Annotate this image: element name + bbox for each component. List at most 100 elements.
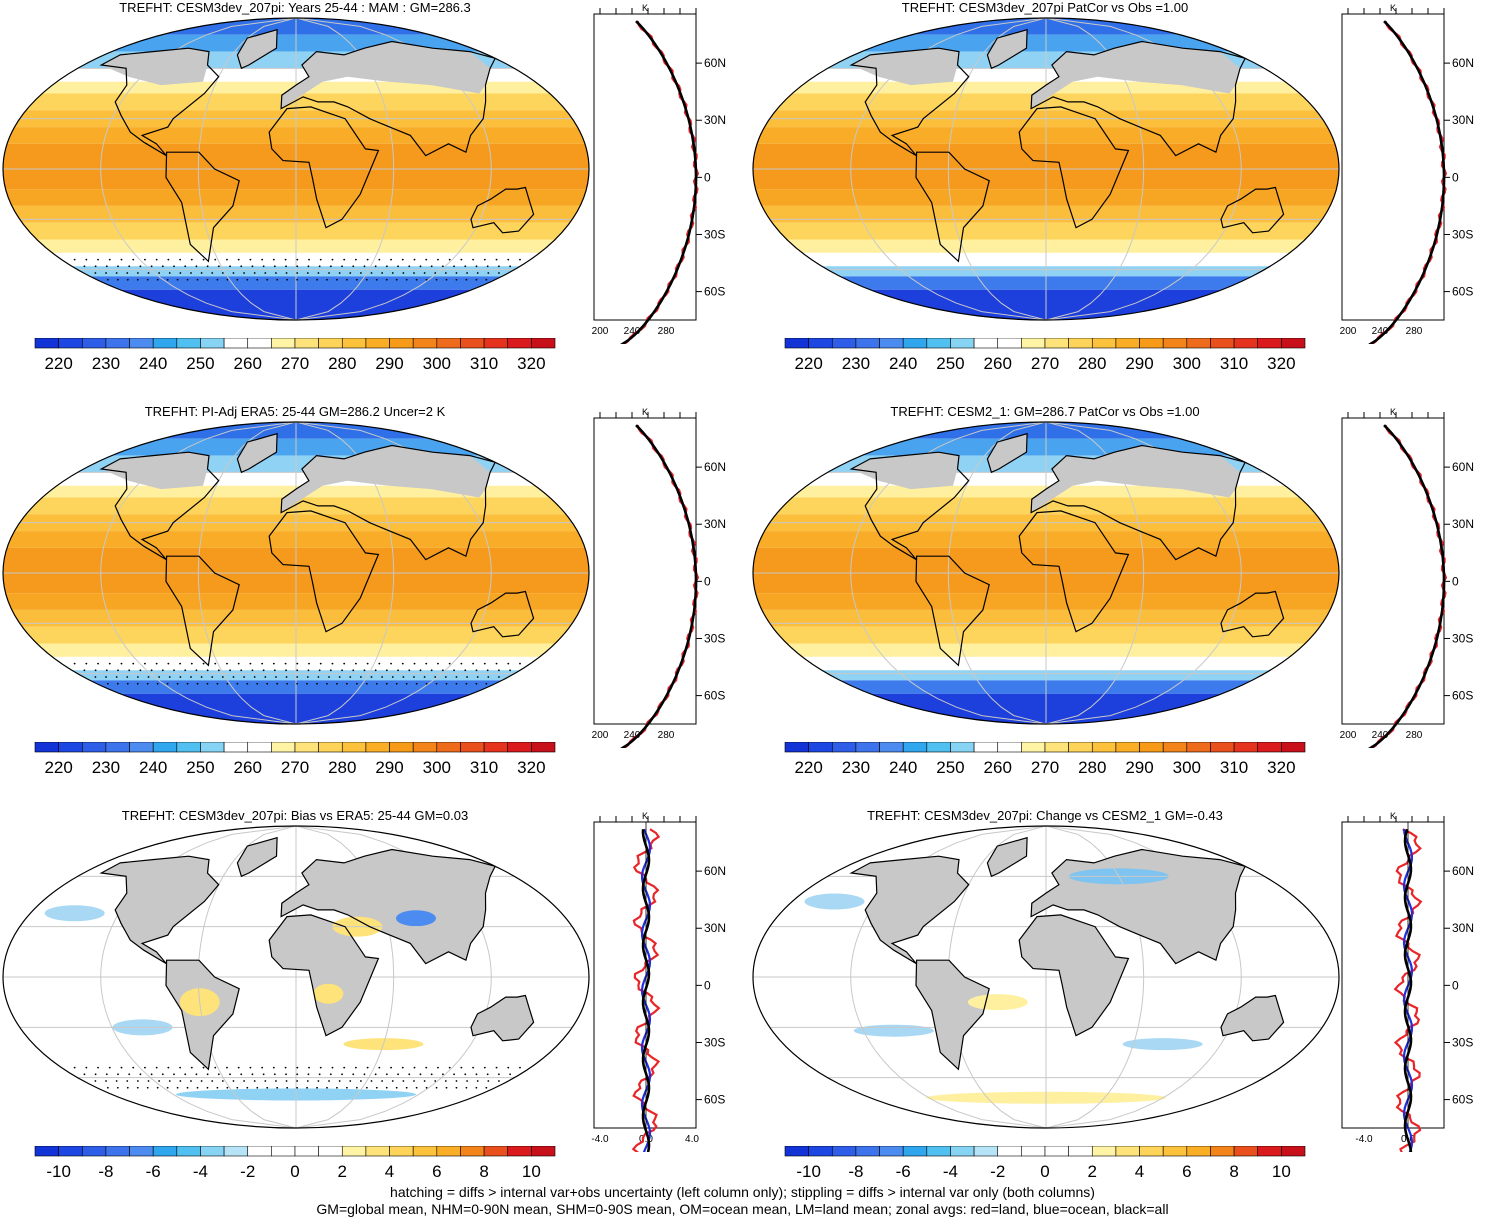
stipple-dot (455, 682, 458, 685)
stipple-dot (158, 272, 161, 274)
stipple-dot (343, 258, 346, 261)
coastline (165, 151, 240, 263)
stipple-dot (246, 682, 249, 685)
stipple-dot (306, 682, 308, 685)
colorbar-label: 300 (423, 758, 451, 777)
meridian-line (197, 18, 297, 320)
stipple-dot (240, 1073, 243, 1076)
stipple-dot (460, 258, 463, 261)
stipple-dot (308, 1066, 310, 1069)
land-zonal-curve (622, 424, 700, 748)
stipple-dot (355, 682, 358, 685)
meridian-line (1045, 18, 1145, 320)
coastline (99, 855, 220, 965)
colorbar-label: 240 (139, 354, 167, 373)
stipple-dot (444, 1080, 447, 1082)
stipple-dot (108, 258, 111, 261)
lat-tick-label: 0 (1452, 170, 1459, 184)
coastline (986, 432, 1028, 474)
stipple-dot (272, 258, 275, 261)
colorbar-swatch (784, 742, 809, 753)
map-panel-2 (752, 17, 1340, 321)
stipple-dot (161, 1073, 164, 1076)
stipple-dot (307, 265, 310, 268)
stipple-dot (352, 669, 355, 672)
stipple-dot (147, 1080, 150, 1082)
colorbar-swatch (1210, 742, 1235, 753)
colorbar-swatch (34, 338, 59, 349)
stipple-dot (200, 1080, 203, 1082)
colorbar-swatch (365, 338, 390, 349)
colorbar-swatch (58, 338, 83, 349)
land-mask (237, 837, 278, 877)
map-panel-5 (2, 825, 590, 1129)
stipple-dot (105, 676, 107, 678)
colorbar-swatch (1068, 1146, 1093, 1157)
stipple-dot (408, 669, 411, 672)
land-mask (851, 856, 969, 964)
stipple-dot (425, 662, 428, 665)
meridian-line (1045, 826, 1145, 1128)
stipple-dot (179, 1080, 182, 1082)
colorbar-label: 270 (1031, 758, 1059, 777)
stipple-dot (413, 1066, 416, 1069)
stipple-dot (276, 278, 279, 281)
stipple-dot (465, 682, 468, 685)
stipple-dot (226, 1086, 229, 1089)
stipple-dot (237, 662, 240, 665)
colorbar-label: 230 (92, 758, 120, 777)
stipple-dot (85, 258, 88, 261)
meridian-line (197, 826, 297, 1128)
stipple-dot (190, 1080, 192, 1082)
stipple-dot (385, 1086, 388, 1089)
colorbar-swatch (1257, 1146, 1282, 1157)
colorbar-swatch (341, 1146, 367, 1157)
stipple-dot (370, 676, 373, 678)
colorbar-swatch (129, 338, 154, 349)
stipple-dot (435, 1086, 438, 1089)
cold-land-region (987, 433, 1028, 473)
colorbar-swatch (247, 1146, 272, 1157)
stipple-dot (453, 669, 455, 672)
stipple-dot (144, 258, 146, 261)
stipple-dot (261, 1066, 264, 1069)
coastline (849, 451, 970, 561)
colorbar-swatch (460, 338, 485, 349)
coastline (1220, 994, 1285, 1042)
coastline (849, 47, 970, 157)
stipple-dot (94, 676, 97, 678)
stipple-dot (316, 682, 318, 685)
coastline (1220, 590, 1285, 638)
stipple-dot (338, 676, 341, 678)
colorbar-swatch (365, 1146, 390, 1157)
colorbar-swatch (460, 742, 485, 753)
stipple-dot (264, 272, 267, 274)
colorbar-swatch (389, 338, 414, 349)
stipple-dot (285, 676, 288, 678)
stipple-dot (296, 258, 299, 261)
stipple-dot (415, 278, 418, 281)
colorbar-swatch (808, 338, 833, 349)
colorbar-swatch (318, 1146, 343, 1157)
colorbar-swatch (483, 1146, 509, 1157)
colorbar-swatch (784, 338, 809, 349)
stipple-dot (317, 676, 320, 678)
colorbar-swatch (1044, 1146, 1069, 1157)
stipple-dot (83, 669, 86, 672)
colorbar-swatch (389, 742, 414, 753)
stipple-dot (168, 676, 171, 678)
colorbar-label: 320 (1267, 354, 1295, 373)
coastline (915, 959, 990, 1071)
stipple-dot (167, 662, 170, 665)
stipple-dot (184, 669, 187, 672)
stipple-dot (487, 272, 490, 274)
stipple-dot (272, 1066, 275, 1069)
stipple-dot (85, 662, 88, 665)
stipple-dot (196, 682, 199, 685)
stipple-dot (475, 1073, 478, 1076)
stipple-dot (497, 265, 500, 268)
stipple-dot (97, 662, 99, 665)
stippling (73, 662, 521, 685)
stipple-dot (336, 682, 338, 685)
stipple-dot (150, 265, 153, 268)
